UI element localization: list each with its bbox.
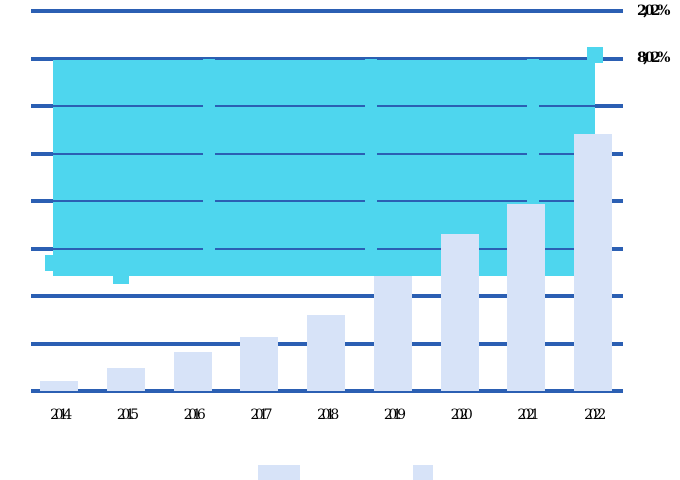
bar-2014 [40,381,78,391]
bar-2017 [240,336,279,391]
gridline-overlay [53,200,595,202]
bar-2019 [373,276,412,391]
x-axis-label-2022: 2022 [584,407,606,423]
gridline-overlay [53,105,595,107]
bar-2021 [507,203,546,391]
gridline-overlay [53,152,595,155]
x-axis-label-2017: 2017 [250,407,272,423]
x-axis-label-2015: 2015 [116,407,139,423]
band-series-marker [112,268,129,285]
x-axis-label-2016: 2016 [183,407,206,423]
right-axis-label-second: 8,02% [637,50,670,66]
band-series-marker [45,255,61,272]
x-axis-label-2018: 2018 [317,407,339,423]
legend-swatch-1 [258,465,300,480]
gridline-overlay [53,57,595,60]
x-axis-label-2020: 2020 [450,407,473,423]
gridline [31,389,623,393]
bar-2022 [574,134,612,391]
bar-2020 [440,233,479,391]
x-axis-label-2019: 2019 [383,407,406,423]
right-axis-label-top: 2,02% [637,3,670,19]
bar-2015 [106,368,145,391]
gridline [31,294,623,298]
gridline-overlay [53,247,595,250]
bar-2016 [173,352,212,391]
x-axis-label-2021: 2021 [517,407,539,423]
band-series-marker [587,46,603,63]
x-axis-label-2014: 2014 [50,407,72,423]
bar-2018 [307,315,345,391]
legend-swatch-2 [413,465,433,480]
gridline [31,9,623,13]
band-series-area [53,58,595,277]
